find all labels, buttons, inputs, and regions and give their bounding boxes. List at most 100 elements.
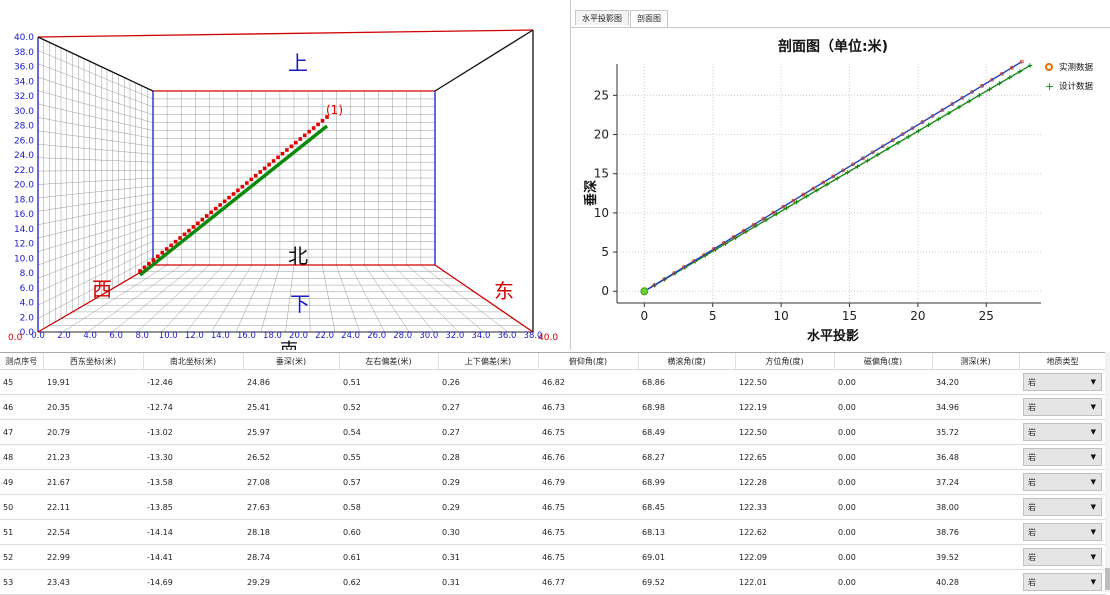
geology-type-select[interactable]: 岩 ▼ (1023, 498, 1102, 516)
geology-type-select[interactable]: 岩 ▼ (1023, 373, 1102, 391)
dropdown-arrow-icon[interactable]: ▼ (1090, 578, 1096, 586)
svg-text:20.0: 20.0 (14, 181, 34, 191)
table-cell: 50 (0, 494, 43, 520)
column-header[interactable]: 测深(米) (932, 353, 1020, 370)
dropdown-arrow-icon[interactable]: ▼ (1090, 528, 1096, 536)
geology-type-cell[interactable]: 岩 ▼ (1019, 444, 1106, 470)
geology-type-select[interactable]: 岩 ▼ (1023, 548, 1102, 566)
svg-text:30.0: 30.0 (419, 331, 438, 341)
table-cell: 0.30 (438, 519, 538, 545)
table-cell: 28.74 (243, 544, 339, 570)
table-cell: 122.09 (735, 544, 834, 570)
svg-text:26.0: 26.0 (14, 136, 34, 146)
table-cell: 29.29 (243, 569, 339, 595)
table-cell: 122.50 (735, 419, 834, 445)
geology-type-select[interactable]: 岩 ▼ (1023, 523, 1102, 541)
table-row[interactable]: 52 22.99 -14.41 28.74 0.61 0.31 46.75 69.01 122.… (0, 544, 1106, 570)
geology-type-cell[interactable]: 岩 ▼ (1019, 544, 1106, 570)
svg-text:40.0: 40.0 (14, 33, 34, 43)
label-down: 下 (290, 292, 310, 316)
table-row[interactable]: 45 19.91 -12.46 24.86 0.51 0.26 46.82 68.86 122.… (0, 369, 1106, 395)
table-cell: 0.51 (339, 369, 438, 395)
table-cell: 68.98 (638, 394, 735, 420)
series-design-point (906, 134, 911, 140)
column-header[interactable]: 左右偏差(米) (339, 353, 439, 370)
dropdown-arrow-icon[interactable]: ▼ (1090, 428, 1096, 436)
series-design-point (895, 140, 901, 145)
series-measured-point (960, 96, 965, 100)
table-row[interactable]: 50 22.11 -13.85 27.63 0.58 0.29 46.75 68.45 122.… (0, 494, 1106, 520)
dropdown-arrow-icon[interactable]: ▼ (1090, 553, 1096, 561)
table-row[interactable]: 48 21.23 -13.30 26.52 0.55 0.28 46.76 68.27 122.… (0, 444, 1106, 470)
table-scrollbar-thumb[interactable] (1105, 568, 1110, 590)
column-header[interactable]: 测点序号 (0, 353, 44, 370)
table-cell: 46.73 (538, 394, 638, 420)
series-measured-line (643, 61, 1023, 292)
column-header[interactable]: 上下偏差(米) (438, 353, 539, 370)
column-header[interactable]: 西东坐标(米) (43, 353, 144, 370)
geology-type-select[interactable]: 岩 ▼ (1023, 448, 1102, 466)
svg-text:14.0: 14.0 (211, 331, 230, 341)
table-cell: 0.00 (834, 569, 932, 595)
3d-view-panel[interactable]: 0.0 2.0 4.0 6.0 8.0 10.0 12.0 14.0 16.0 18.0 20.0 2… (0, 0, 568, 361)
series-measured-point (801, 192, 806, 197)
table-cell: 46.75 (538, 419, 638, 445)
table-cell: 0.58 (339, 494, 438, 520)
column-header[interactable]: 俯仰角(度) (538, 353, 639, 370)
table-row[interactable]: 47 20.79 -13.02 25.97 0.54 0.27 46.75 68.49 122.… (0, 419, 1106, 445)
series-measured-point (880, 144, 885, 149)
dropdown-arrow-icon[interactable]: ▼ (1090, 453, 1096, 461)
x-tick-label: 15 (842, 309, 857, 323)
geology-type-cell[interactable]: 岩 ▼ (1019, 419, 1106, 445)
geology-type-cell[interactable]: 岩 ▼ (1019, 569, 1106, 595)
svg-text:18.0: 18.0 (263, 331, 282, 341)
series-measured-point (662, 277, 667, 282)
column-header[interactable]: 方位角(度) (735, 353, 835, 370)
column-header[interactable]: 磁偏角(度) (834, 353, 933, 370)
table-row[interactable]: 46 20.35 -12.74 25.41 0.52 0.27 46.73 68.98 122.… (0, 394, 1106, 420)
svg-text:30.0: 30.0 (14, 107, 34, 117)
legend-design-label: 设计数据 (1059, 81, 1094, 92)
x-axis-label: 水平投影 (807, 328, 859, 344)
dropdown-arrow-icon[interactable]: ▼ (1090, 478, 1096, 486)
column-header[interactable]: 地质类型 (1019, 353, 1107, 370)
dropdown-arrow-icon[interactable]: ▼ (1090, 378, 1096, 386)
tab-profile[interactable]: 剖面图 (630, 10, 668, 27)
geology-type-cell[interactable]: 岩 ▼ (1019, 519, 1106, 545)
table-cell: 0.55 (339, 444, 438, 470)
series-measured-point (930, 114, 935, 118)
geology-type-select[interactable]: 岩 ▼ (1023, 573, 1102, 591)
table-cell: 68.27 (638, 444, 735, 470)
column-header[interactable]: 垂深(米) (243, 353, 340, 370)
dropdown-arrow-icon[interactable]: ▼ (1090, 503, 1096, 511)
geology-type-cell[interactable]: 岩 ▼ (1019, 369, 1106, 395)
3d-scene[interactable]: 0.0 2.0 4.0 6.0 8.0 10.0 12.0 14.0 16.0 18.0 20.0 2… (0, 0, 568, 361)
geology-type-select[interactable]: 岩 ▼ (1023, 398, 1102, 416)
table-row[interactable]: 51 22.54 -14.14 28.18 0.60 0.30 46.75 68.13 122.… (0, 519, 1106, 545)
label-south: 南 (280, 340, 298, 350)
geology-type-select[interactable]: 岩 ▼ (1023, 473, 1102, 491)
table-cell: 25.97 (243, 419, 339, 445)
svg-text:28.0: 28.0 (14, 122, 34, 132)
series-measured-point (821, 180, 826, 185)
geology-type-cell[interactable]: 岩 ▼ (1019, 394, 1106, 420)
geology-type-cell[interactable]: 岩 ▼ (1019, 469, 1106, 495)
survey-data-table[interactable]: 测点序号 西东坐标(米) 南北坐标(米) 垂深(米) 左右偏差(米) 上下偏差(米) 俯仰角… (0, 352, 1110, 595)
dropdown-arrow-icon[interactable]: ▼ (1090, 403, 1096, 411)
table-scrollbar[interactable] (1105, 352, 1110, 592)
geology-type-cell[interactable]: 岩 ▼ (1019, 494, 1106, 520)
column-header[interactable]: 南北坐标(米) (143, 353, 244, 370)
series-design-point (926, 122, 931, 128)
column-header[interactable]: 横滚角(度) (638, 353, 736, 370)
series-design-point (1007, 75, 1012, 80)
geology-type-select[interactable]: 岩 ▼ (1023, 423, 1102, 441)
table-cell: 36.48 (932, 444, 1019, 470)
table-row[interactable]: 53 23.43 -14.69 29.29 0.62 0.31 46.77 69.52 122.… (0, 569, 1106, 595)
table-row[interactable]: 49 21.67 -13.58 27.08 0.57 0.29 46.79 68.99 122.… (0, 469, 1106, 495)
series-measured-point (692, 259, 696, 263)
table-cell: -13.85 (143, 494, 243, 520)
table-cell: 0.54 (339, 419, 438, 445)
table-cell: -12.74 (143, 394, 243, 420)
table-cell: 69.01 (638, 544, 735, 570)
tab-horizontal-projection[interactable]: 水平投影图 (575, 10, 629, 25)
